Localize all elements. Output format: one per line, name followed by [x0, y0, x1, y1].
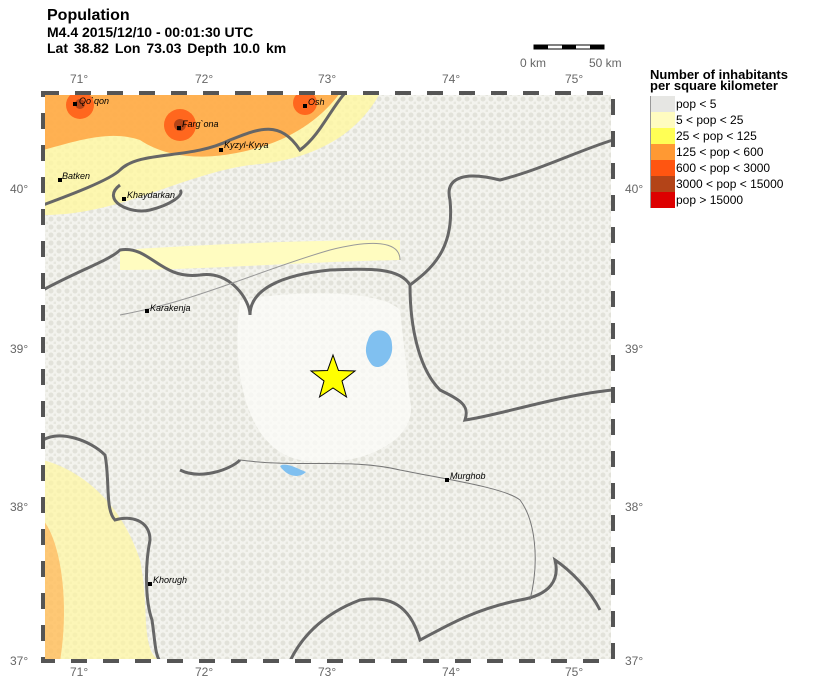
country-borders	[42, 92, 614, 662]
city-label: Qo`qon	[79, 96, 109, 106]
event-location: Lat 38.82 Lon 73.03 Depth 10.0 km	[47, 40, 287, 56]
lon-tick: 75°	[565, 665, 584, 679]
map-title: Population	[47, 7, 130, 24]
legend-item: 3000 < pop < 15000	[650, 176, 783, 192]
city-marker	[148, 582, 152, 586]
legend-item: pop < 5	[650, 96, 716, 112]
legend-item: 25 < pop < 125	[650, 128, 757, 144]
lon-tick: 71°	[70, 72, 89, 86]
city-label: Farg`ona	[182, 119, 219, 129]
legend-title: Number of inhabitants	[650, 67, 788, 82]
lon-tick: 75°	[565, 72, 584, 86]
city-marker	[177, 126, 181, 130]
lat-tick: 38°	[625, 500, 644, 514]
lake-karakul	[365, 330, 393, 368]
legend-item: 5 < pop < 25	[650, 112, 743, 128]
cities: Qo`qon Farg`ona Osh Kyzyl-Kyya Batken Kh…	[58, 96, 486, 586]
star-icon	[309, 353, 357, 399]
legend-item: 125 < pop < 600	[650, 144, 763, 160]
city-marker	[58, 178, 62, 182]
city-label: Karakenja	[150, 303, 191, 313]
road	[239, 459, 536, 601]
lat-tick: 40°	[10, 182, 29, 196]
scale-bar	[533, 44, 605, 50]
scale-start: 0 km	[520, 56, 547, 70]
city-marker	[445, 478, 449, 482]
city-marker	[122, 197, 126, 201]
lat-tick: 37°	[10, 654, 29, 668]
event-info: M4.4 2015/12/10 - 00:01:30 UTC	[47, 24, 254, 40]
lat-tick: 38°	[10, 500, 29, 514]
lon-tick: 73°	[318, 665, 337, 679]
city-marker	[73, 102, 77, 106]
city-label: Khaydarkan	[127, 190, 175, 200]
lon-tick: 74°	[442, 665, 461, 679]
lat-tick: 39°	[625, 342, 644, 356]
lake	[280, 464, 306, 476]
city-marker	[145, 309, 149, 313]
city-label: Kyzyl-Kyya	[224, 140, 269, 150]
lon-tick: 74°	[442, 72, 461, 86]
legend-item: 600 < pop < 3000	[650, 160, 770, 176]
city-marker	[303, 104, 307, 108]
city-label: Murghob	[450, 471, 486, 481]
city-label: Osh	[308, 97, 325, 107]
scale-end: 50 km	[589, 56, 622, 70]
lon-tick: 72°	[195, 665, 214, 679]
city-marker	[219, 148, 223, 152]
lat-tick: 40°	[625, 182, 644, 196]
lat-tick: 39°	[10, 342, 29, 356]
city-label: Khorugh	[153, 575, 187, 585]
lon-tick: 73°	[318, 72, 337, 86]
lon-tick: 72°	[195, 72, 214, 86]
lat-tick: 37°	[625, 654, 644, 668]
city-label: Batken	[62, 171, 90, 181]
legend-subtitle: per square kilometer	[650, 78, 778, 93]
lon-tick: 71°	[70, 665, 89, 679]
legend-item: pop > 15000	[650, 192, 743, 208]
map-area	[42, 91, 614, 662]
